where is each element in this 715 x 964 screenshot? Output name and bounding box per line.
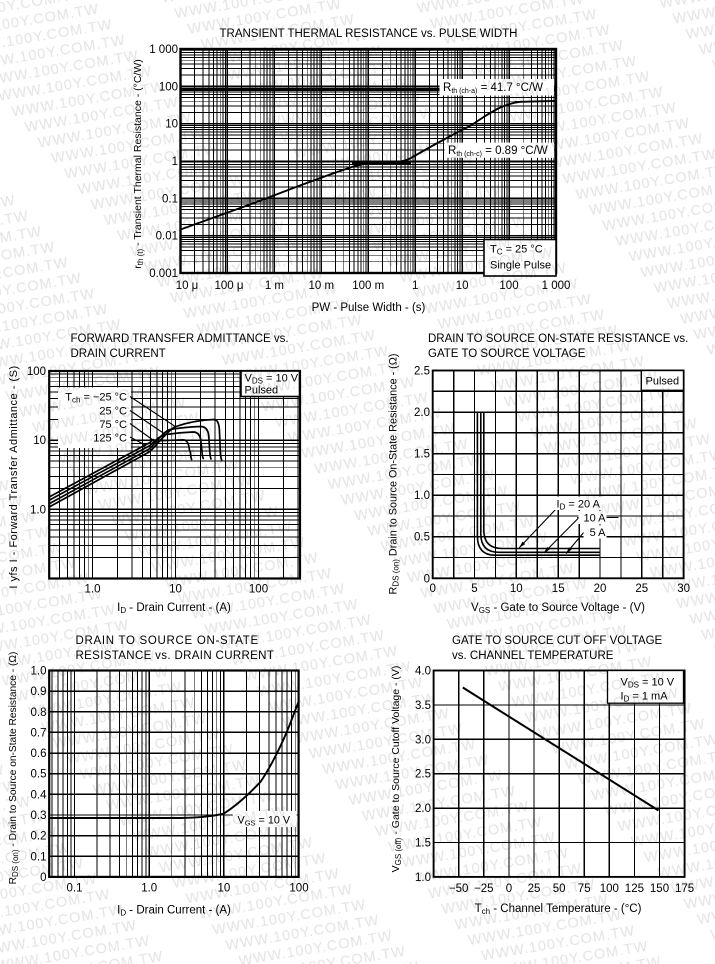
svg-text:DRAIN TO SOURCE ON-STATE: DRAIN TO SOURCE ON-STATE xyxy=(76,635,259,647)
svg-text:−50: −50 xyxy=(449,883,469,895)
svg-text:10 A: 10 A xyxy=(583,513,606,525)
svg-text:RESISTANCE vs. DRAIN CURRENT: RESISTANCE vs. DRAIN CURRENT xyxy=(76,650,275,662)
svg-text:Pulsed: Pulsed xyxy=(646,376,680,388)
svg-text:1.0: 1.0 xyxy=(414,490,430,502)
svg-text:GATE TO SOURCE VOLTAGE: GATE TO SOURCE VOLTAGE xyxy=(428,348,586,360)
svg-text:VGS​ - Gate to Source Voltage: VGS​ - Gate to Source Voltage - (V) xyxy=(471,602,645,615)
svg-text:25: 25 xyxy=(528,883,541,895)
svg-text:RDS (on)​ - Drain to Source on: RDS (on)​ - Drain to Source on-State Res… xyxy=(8,652,20,885)
svg-text:3.0: 3.0 xyxy=(415,734,431,746)
svg-text:5 A: 5 A xyxy=(590,527,607,539)
svg-text:0.6: 0.6 xyxy=(31,748,47,760)
svg-text:2.5: 2.5 xyxy=(415,769,431,781)
svg-text:0.1: 0.1 xyxy=(162,193,178,205)
svg-text:0.8: 0.8 xyxy=(31,707,47,719)
svg-text:PW - Pulse Width - (s): PW - Pulse Width - (s) xyxy=(312,302,426,314)
svg-text:100 m: 100 m xyxy=(352,280,384,292)
svg-text:25 °C: 25 °C xyxy=(99,406,127,418)
svg-text:5: 5 xyxy=(471,583,477,595)
svg-text:4.0: 4.0 xyxy=(415,666,431,678)
svg-text:FORWARD TRANSFER ADMITTANCE vs: FORWARD TRANSFER ADMITTANCE vs. xyxy=(71,333,289,345)
svg-text:VGS (off)​ - Gate to Source Cu: VGS (off)​ - Gate to Source Cutoff Volta… xyxy=(390,666,403,873)
svg-text:1.5: 1.5 xyxy=(415,838,431,850)
svg-text:10: 10 xyxy=(165,119,178,131)
svg-text:1: 1 xyxy=(412,280,418,292)
svg-text:ID​ - Drain Current - (A): ID​ - Drain Current - (A) xyxy=(117,905,231,918)
svg-text:1 000: 1 000 xyxy=(542,280,571,292)
svg-text:100: 100 xyxy=(600,883,619,895)
svg-text:1.0: 1.0 xyxy=(85,584,101,596)
svg-text:100: 100 xyxy=(159,81,178,93)
svg-text:0.01: 0.01 xyxy=(156,231,178,243)
svg-text:DRAIN CURRENT: DRAIN CURRENT xyxy=(71,348,166,360)
svg-text:0.2: 0.2 xyxy=(31,831,47,843)
svg-text:10: 10 xyxy=(456,280,469,292)
svg-text:0.001: 0.001 xyxy=(149,268,178,280)
svg-text:ID​ - Drain Current - (A): ID​ - Drain Current - (A) xyxy=(117,602,231,615)
svg-text:2.0: 2.0 xyxy=(415,803,431,815)
svg-text:vs. CHANNEL TEMPERATURE: vs. CHANNEL TEMPERATURE xyxy=(452,650,614,662)
svg-text:0.5: 0.5 xyxy=(31,769,47,781)
svg-text:0.5: 0.5 xyxy=(414,532,430,544)
svg-text:rth (t)​ - Transient Thermal R: rth (t)​ - Transient Thermal Resistance … xyxy=(132,59,145,269)
svg-text:1.0: 1.0 xyxy=(30,504,46,516)
svg-text:125: 125 xyxy=(625,883,644,895)
svg-text:100: 100 xyxy=(27,366,46,378)
svg-text:100: 100 xyxy=(249,584,268,596)
svg-text:10: 10 xyxy=(218,883,231,895)
svg-text:100 μ: 100 μ xyxy=(214,280,243,292)
svg-text:3.5: 3.5 xyxy=(415,700,431,712)
svg-text:100: 100 xyxy=(289,883,308,895)
svg-text:Pulsed: Pulsed xyxy=(245,385,279,397)
svg-text:1.0: 1.0 xyxy=(415,872,431,884)
svg-text:150: 150 xyxy=(650,883,669,895)
svg-text:0.9: 0.9 xyxy=(31,686,47,698)
svg-text:Tch​ - Channel Temperature - (: Tch​ - Channel Temperature - (°C) xyxy=(475,903,642,916)
svg-text:DRAIN TO SOURCE ON-STATE RESIS: DRAIN TO SOURCE ON-STATE RESISTANCE vs. xyxy=(428,333,688,345)
svg-text:10 μ: 10 μ xyxy=(176,280,199,292)
svg-text:100: 100 xyxy=(499,280,518,292)
svg-text:0.1: 0.1 xyxy=(67,883,83,895)
svg-text:1 m: 1 m xyxy=(265,280,284,292)
svg-text:75 °C: 75 °C xyxy=(99,419,127,431)
svg-text:0.4: 0.4 xyxy=(31,789,48,801)
svg-text:−25: −25 xyxy=(474,883,494,895)
svg-text:I yfs I - Forward Transfer Adm: I yfs I - Forward Transfer Admittance - … xyxy=(8,365,20,588)
svg-text:175: 175 xyxy=(675,883,694,895)
svg-text:75: 75 xyxy=(578,883,591,895)
svg-text:0: 0 xyxy=(429,583,435,595)
svg-text:0.1: 0.1 xyxy=(31,851,47,863)
svg-text:1: 1 xyxy=(172,156,178,168)
svg-text:RDS (on)​ Drain to Source On-S: RDS (on)​ Drain to Source On-State Resis… xyxy=(388,354,401,595)
svg-text:2.0: 2.0 xyxy=(414,407,430,419)
svg-text:0: 0 xyxy=(506,883,512,895)
svg-text:10: 10 xyxy=(169,584,182,596)
svg-text:1.0: 1.0 xyxy=(31,666,47,678)
svg-text:2.5: 2.5 xyxy=(414,366,430,378)
svg-text:10: 10 xyxy=(510,583,523,595)
svg-text:25: 25 xyxy=(635,583,648,595)
svg-text:15: 15 xyxy=(552,583,565,595)
svg-text:20: 20 xyxy=(594,583,607,595)
svg-text:GATE TO SOURCE CUT OFF VOLTAGE: GATE TO SOURCE CUT OFF VOLTAGE xyxy=(452,635,663,647)
svg-text:50: 50 xyxy=(553,883,566,895)
svg-text:0: 0 xyxy=(40,872,46,884)
svg-text:Single Pulse: Single Pulse xyxy=(490,260,551,272)
svg-text:1 000: 1 000 xyxy=(149,44,178,56)
svg-text:30: 30 xyxy=(677,583,690,595)
svg-text:125 °C: 125 °C xyxy=(93,433,127,445)
svg-text:0.7: 0.7 xyxy=(31,727,47,739)
svg-text:0.3: 0.3 xyxy=(31,810,47,822)
svg-text:TRANSIENT THERMAL RESISTANCE v: TRANSIENT THERMAL RESISTANCE vs. PULSE W… xyxy=(220,28,518,40)
svg-text:10 m: 10 m xyxy=(309,280,335,292)
svg-text:10: 10 xyxy=(33,435,46,447)
svg-text:1.0: 1.0 xyxy=(141,883,157,895)
svg-text:1.5: 1.5 xyxy=(414,449,430,461)
